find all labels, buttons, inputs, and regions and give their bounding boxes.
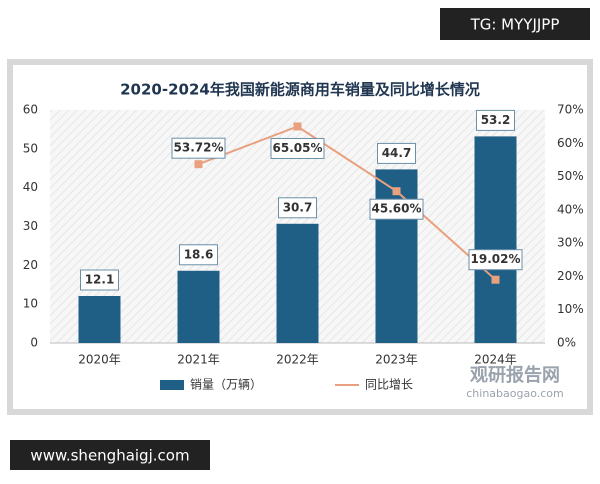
line-marker	[491, 275, 500, 284]
y2-tick-label: 40%	[557, 202, 584, 216]
x-tick-label: 2020年	[78, 353, 121, 367]
legend-label: 同比增长	[365, 378, 413, 392]
y-tick-label: 0	[30, 336, 38, 350]
y-tick-label: 40	[23, 180, 38, 194]
x-tick-label: 2022年	[276, 353, 319, 367]
data-label-box	[369, 198, 424, 220]
data-label: 45.60%	[372, 202, 422, 216]
line-marker	[293, 122, 302, 131]
y2-tick-label: 70%	[557, 103, 584, 117]
y2-tick-label: 20%	[557, 269, 584, 283]
data-label: 65.05%	[273, 141, 323, 155]
data-label-box	[270, 137, 325, 159]
y-tick-label: 60	[23, 103, 38, 117]
y-tick-label: 50	[23, 141, 38, 155]
brand-url: chinabaogao.com	[466, 387, 564, 400]
watermark-text: www.shenghaigj.com	[30, 447, 189, 465]
x-tick-label: 2023年	[375, 353, 418, 367]
data-label: 18.6	[184, 247, 214, 261]
y-tick-label: 30	[23, 219, 38, 233]
data-label: 12.1	[85, 273, 115, 287]
data-label: 53.2	[481, 113, 511, 127]
line-marker	[392, 187, 401, 196]
y2-tick-label: 60%	[557, 136, 584, 150]
watermark-text: TG: MYYJJPP	[470, 16, 560, 34]
bar	[474, 136, 517, 343]
x-tick-label: 2024年	[474, 353, 517, 367]
legend-swatch	[160, 380, 184, 390]
data-label-box	[377, 142, 416, 164]
legend-label: 销量（万辆）	[190, 378, 262, 392]
y2-tick-label: 0%	[557, 336, 576, 350]
y2-tick-label: 30%	[557, 236, 584, 250]
chart-title: 2020-2024年我国新能源商用车销量及同比增长情况	[120, 81, 480, 99]
watermark-box	[10, 440, 210, 470]
y-tick-label: 10	[23, 297, 38, 311]
data-label-box	[278, 197, 317, 219]
y2-tick-label: 10%	[557, 302, 584, 316]
data-label: 44.7	[382, 146, 412, 160]
watermark-box	[440, 8, 590, 40]
bar	[78, 296, 121, 343]
data-label: 19.02%	[471, 252, 521, 266]
data-label: 30.7	[283, 200, 313, 214]
bar	[177, 270, 220, 343]
line	[198, 125, 497, 281]
data-label-box	[468, 249, 523, 271]
data-label-box	[179, 244, 218, 266]
bar	[375, 169, 418, 343]
bar	[276, 223, 319, 343]
y-tick-label: 20	[23, 258, 38, 272]
line-marker	[194, 160, 203, 169]
x-tick-label: 2021年	[177, 353, 220, 367]
brand-watermark: 观研报告网	[470, 364, 560, 386]
data-label: 53.72%	[174, 141, 224, 155]
y2-tick-label: 50%	[557, 169, 584, 183]
data-label-box	[171, 137, 226, 159]
data-label-box	[476, 109, 515, 131]
data-label-box	[80, 269, 119, 291]
